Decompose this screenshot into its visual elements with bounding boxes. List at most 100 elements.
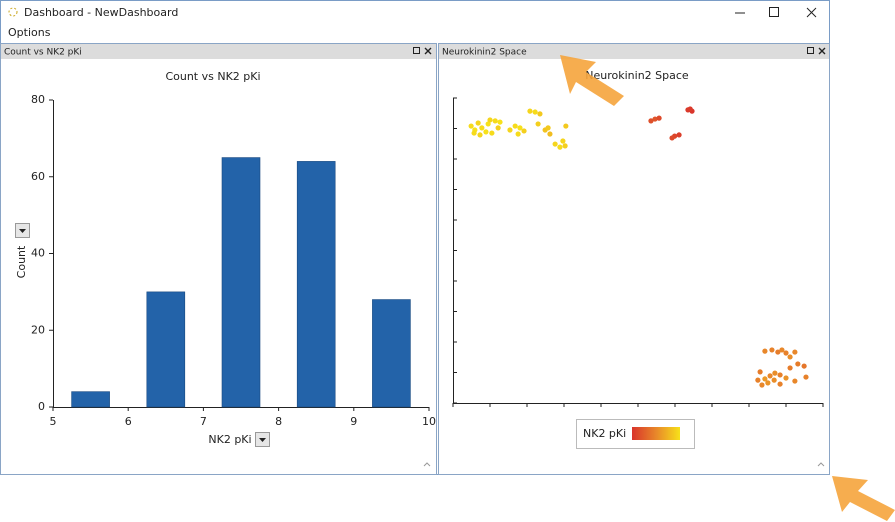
close-button[interactable] [806, 7, 817, 18]
panel-close[interactable] [818, 47, 826, 55]
panel-tab [439, 44, 829, 59]
charts: Count vs NK2 pKi 5 6 7 8 9 10 0 20 40 60 80 Count NK2… [15, 69, 824, 449]
bar [71, 391, 110, 408]
dropdown-arrow [19, 229, 26, 233]
collapse-chevron[interactable] [817, 462, 825, 467]
scatter-point [759, 382, 765, 388]
bar [146, 291, 186, 408]
scatter-point [537, 111, 543, 117]
scatter-point [547, 131, 553, 137]
scatter-point [801, 363, 807, 369]
scatter-point [783, 375, 789, 381]
scatter-point [483, 129, 489, 135]
annotations [560, 55, 895, 521]
scatter-point [669, 135, 675, 141]
scatter-point [772, 370, 778, 376]
float-button[interactable] [807, 47, 814, 54]
scatter-point [557, 144, 563, 150]
x-tick-label: 6 [125, 415, 132, 428]
scatter-point [687, 106, 693, 112]
scatter-point [656, 115, 662, 121]
bar [372, 299, 411, 408]
scatter-point [648, 118, 654, 124]
scatter-point [767, 373, 773, 379]
scatter-point [485, 121, 491, 127]
y-tick-label: 80 [31, 93, 45, 106]
scatter-point [507, 127, 513, 133]
scatter-point [762, 348, 768, 354]
scatter-point [787, 354, 793, 360]
scatter-point [527, 108, 533, 114]
scatter-point [560, 138, 566, 144]
panel-tab [1, 44, 436, 59]
scatter-point [562, 143, 568, 149]
bar [221, 157, 261, 408]
arrow [832, 476, 895, 521]
scatter-point [762, 376, 768, 382]
scatter-point [497, 119, 503, 125]
y-axis-label: Count [15, 245, 28, 278]
chart-title: Neurokinin2 Space [585, 69, 689, 82]
scatter-point [495, 125, 501, 131]
scatter-point [512, 123, 518, 129]
scatter-point [475, 120, 481, 126]
chart-title: Count vs NK2 pKi [165, 70, 260, 83]
bar [296, 161, 336, 408]
scatter-point [563, 123, 569, 129]
app-icon [8, 7, 18, 17]
scatter-point [775, 349, 781, 355]
scatter-point [532, 109, 538, 115]
scatter-point [515, 131, 521, 137]
scatter-point [521, 128, 527, 134]
y-tick-label: 20 [31, 323, 45, 336]
scatter-point [792, 349, 798, 355]
panel-title: Neurokinin2 Space [442, 48, 527, 58]
x-tick-label: 9 [350, 415, 357, 428]
scatter-point [652, 116, 658, 122]
scatter-point [757, 369, 763, 375]
scatter-point [792, 378, 798, 384]
scatter-point [803, 374, 809, 380]
scatter-point [769, 347, 775, 353]
menu-item[interactable]: Options [8, 26, 51, 39]
left-panel: Count vs NK2 pKi [0, 43, 437, 475]
scatter-point [535, 121, 541, 127]
scatter-point [765, 380, 771, 386]
y-tick-label: 40 [31, 247, 45, 260]
scatter-point [487, 117, 493, 123]
title-bar: Dashboard - NewDashboard [8, 6, 817, 19]
collapse-chevron[interactable] [423, 462, 431, 467]
maximize-button[interactable] [769, 7, 779, 17]
scatter-point [783, 350, 789, 356]
scatter-point [471, 130, 477, 136]
scatter-point [755, 377, 761, 383]
scatter-point [795, 361, 801, 367]
scatter-point [787, 365, 793, 371]
x-axis-label: NK2 pKi [208, 433, 251, 446]
panel-frame [438, 43, 830, 475]
scatter-point [468, 123, 474, 129]
scatter-point [771, 377, 777, 383]
scatter-point [676, 132, 682, 138]
scatter-point [552, 141, 558, 147]
scatter-point [517, 125, 523, 131]
scatter-point [489, 130, 495, 136]
float-button[interactable] [413, 47, 420, 54]
x-tick-label: 10 [422, 415, 436, 428]
legend-label: NK2 pKi [583, 427, 626, 440]
y-tick-label: 60 [31, 170, 45, 183]
x-tick-label: 7 [200, 415, 207, 428]
scatter-point [777, 381, 783, 387]
arrow [560, 55, 624, 106]
scatter-point [479, 125, 485, 131]
panel-close[interactable] [424, 47, 432, 55]
x-tick-label: 8 [275, 415, 282, 428]
scatter-point [545, 125, 551, 131]
scatter-point [779, 347, 785, 353]
dropdown-arrow [259, 438, 266, 442]
panel-frame [0, 43, 437, 475]
legend-color-bar [632, 427, 680, 440]
scatter-point [477, 132, 483, 138]
right-panel: Neurokinin2 Space [438, 43, 830, 475]
